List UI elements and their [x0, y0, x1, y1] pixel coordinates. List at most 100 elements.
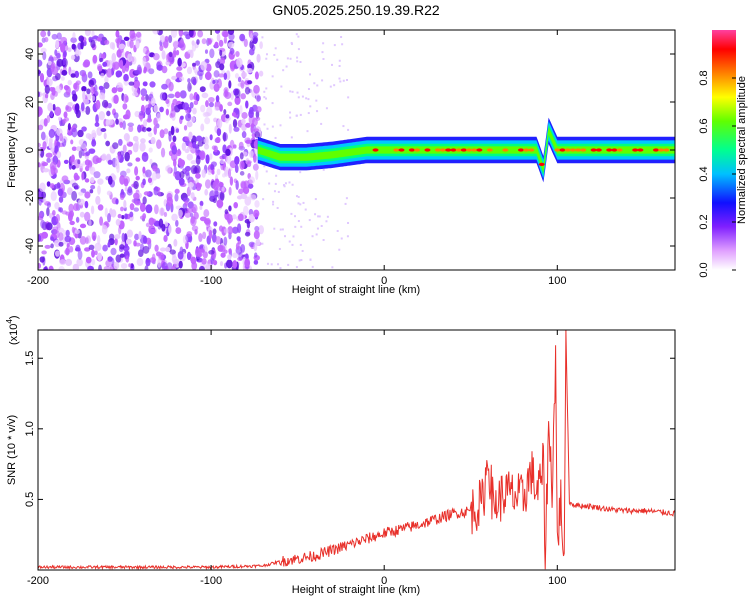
heatmap-cell [170, 108, 176, 118]
heatmap-cell [231, 112, 236, 117]
heatmap-cell [59, 259, 66, 266]
heatmap-cell [175, 128, 180, 133]
heatmap-cell [78, 35, 85, 42]
heatmap-cell [250, 194, 257, 201]
heatmap-cell [58, 116, 62, 121]
heatmap-cell [124, 186, 128, 192]
heatmap-cell [214, 30, 221, 34]
heatmap-cell [247, 183, 254, 189]
heatmap-cell [96, 37, 102, 42]
heatmap-cell [322, 239, 325, 242]
snr-x-axis-label: Height of straight line (km) [292, 584, 420, 596]
heatmap-cell [165, 98, 170, 105]
heatmap-cell [179, 76, 185, 82]
heatmap-cell [253, 84, 260, 94]
heatmap-cell [40, 219, 45, 229]
heatmap-cell [219, 49, 223, 57]
heatmap-cell [297, 202, 300, 205]
heatmap-cell [190, 116, 196, 123]
heatmap-cell [119, 121, 124, 128]
heatmap-cell [50, 243, 54, 249]
heatmap-cell [291, 90, 294, 93]
heatmap-cell [276, 206, 279, 209]
heatmap-cell [345, 79, 348, 82]
heatmap-cell [70, 73, 76, 78]
heatmap-cell [81, 71, 86, 78]
heatmap-cell [253, 209, 260, 218]
heatmap-cell [159, 35, 166, 43]
heatmap-cell [38, 162, 41, 168]
heatmap-cell [199, 265, 205, 270]
heatmap-cell [61, 175, 69, 183]
heatmap-cell [637, 148, 644, 152]
heatmap-cell [204, 49, 208, 54]
heatmap-cell [300, 259, 303, 262]
heatmap-cell [326, 215, 329, 218]
y-tick-label: -20 [24, 190, 36, 206]
heatmap-cell [73, 203, 79, 212]
heatmap-cell [197, 252, 203, 258]
heatmap-cell [279, 124, 282, 127]
heatmap-cell [460, 148, 467, 152]
heatmap-cell [168, 51, 173, 58]
heatmap-cell [253, 153, 257, 163]
heatmap-cell [199, 248, 205, 254]
heatmap-cell [234, 96, 241, 105]
heatmap-cell [79, 223, 87, 229]
heatmap-cell [299, 243, 302, 246]
heatmap-cell [216, 127, 222, 137]
heatmap-cell [142, 56, 147, 67]
heatmap-cell [84, 211, 91, 222]
heatmap-cell [201, 92, 209, 99]
heatmap-cell [80, 143, 86, 150]
heatmap-cell [108, 233, 115, 241]
heatmap-cell [336, 229, 339, 232]
heatmap-cell [161, 223, 166, 232]
heatmap-cell [38, 262, 42, 269]
heatmap-cell [47, 102, 54, 112]
heatmap-cell [130, 263, 134, 269]
heatmap-cell [81, 171, 85, 181]
heatmap-cell [297, 48, 300, 51]
heatmap-cell [70, 139, 74, 145]
heatmap-cell [159, 129, 165, 139]
heatmap-cell [502, 148, 509, 152]
heatmap-cell [253, 242, 258, 252]
heatmap-cell [65, 247, 70, 256]
heatmap-cell [190, 160, 197, 165]
heatmap-cell [246, 67, 253, 74]
heatmap-cell [177, 157, 183, 165]
heatmap-cell [115, 70, 123, 78]
x-tick-label: 100 [548, 575, 566, 587]
heatmap-cell [215, 95, 220, 103]
heatmap-cell [85, 237, 89, 245]
heatmap-cell [212, 228, 217, 235]
heatmap-cell [249, 106, 254, 115]
heatmap-cell [372, 148, 379, 152]
heatmap-cell [48, 265, 54, 270]
heatmap-cell [134, 200, 142, 206]
heatmap-cell [279, 267, 282, 270]
heatmap-cell [63, 111, 68, 119]
heatmap-cell [131, 56, 137, 65]
heatmap-cell [227, 101, 233, 107]
heatmap-cell [283, 235, 286, 238]
heatmap-cell [208, 229, 213, 240]
heatmap-cell [204, 217, 211, 226]
heatmap-cell [297, 220, 300, 223]
heatmap-cell [208, 250, 215, 255]
heatmap-cell [212, 79, 216, 85]
heatmap-cell [347, 96, 350, 99]
heatmap-cell [142, 245, 150, 254]
heatmap-cell [42, 140, 47, 150]
snr-series-line [38, 330, 675, 570]
heatmap-cell [271, 75, 274, 78]
heatmap-cell [115, 218, 121, 226]
heatmap-cell [121, 232, 126, 243]
heatmap-cell [106, 190, 112, 196]
heatmap-cell [311, 265, 314, 268]
heatmap-cell [398, 148, 405, 152]
heatmap-cell [149, 158, 153, 165]
colorbar-gradient [712, 30, 736, 270]
